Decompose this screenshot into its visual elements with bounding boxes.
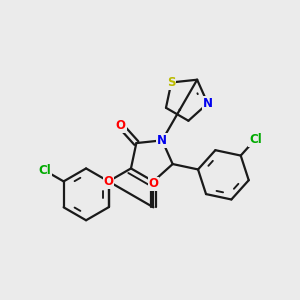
Text: O: O [148,178,158,190]
Text: O: O [116,119,126,132]
Text: N: N [203,97,213,110]
Text: S: S [167,76,176,89]
Text: O: O [103,175,113,188]
Text: Cl: Cl [249,133,262,146]
Text: Cl: Cl [38,164,51,177]
Text: N: N [157,134,167,147]
